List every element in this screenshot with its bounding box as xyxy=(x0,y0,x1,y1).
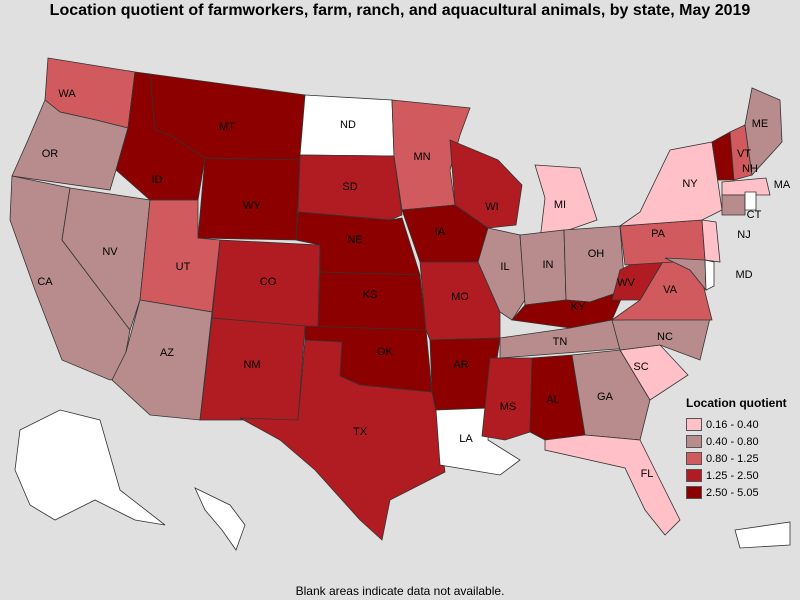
legend: Location quotient 0.16 - 0.40 0.40 - 0.80… xyxy=(686,396,796,501)
state-label-mt: MT xyxy=(219,121,235,133)
state-ri xyxy=(744,191,757,211)
state-label-ks: KS xyxy=(363,289,378,301)
state-label-sc: SC xyxy=(633,361,648,373)
legend-item: 0.16 - 0.40 xyxy=(686,416,796,433)
state-label-in: IN xyxy=(543,259,554,271)
state-ks xyxy=(317,271,427,331)
state-label-az: AZ xyxy=(160,347,174,359)
state-pr xyxy=(734,521,791,549)
state-label-nm: NM xyxy=(243,359,260,371)
state-label-sd: SD xyxy=(342,181,357,193)
state-label-oh: OH xyxy=(588,248,605,260)
state-label-id: ID xyxy=(152,174,163,186)
legend-label: 0.16 - 0.40 xyxy=(706,418,759,431)
state-label-tn: TN xyxy=(553,336,568,348)
state-ms xyxy=(481,357,533,441)
legend-label: 2.50 - 5.05 xyxy=(706,486,759,499)
state-label-ia: IA xyxy=(435,226,446,238)
state-label-mo: MO xyxy=(451,291,469,303)
state-label-ky: KY xyxy=(571,301,586,313)
state-label-ok: OK xyxy=(377,346,394,358)
state-fl xyxy=(544,434,681,536)
state-label-il: IL xyxy=(500,261,509,273)
state-label-vt: VT xyxy=(737,148,751,160)
state-label-wv: WV xyxy=(617,277,635,289)
state-pa xyxy=(619,219,706,266)
state-tx xyxy=(239,339,446,541)
legend-swatch xyxy=(686,486,702,499)
state-label-wa: WA xyxy=(58,88,76,100)
state-label-ga: GA xyxy=(597,391,614,403)
state-label-nv: NV xyxy=(102,246,118,258)
state-ny xyxy=(618,141,723,227)
legend-swatch xyxy=(686,435,702,448)
state-label-co: CO xyxy=(260,276,277,288)
legend-label: 0.40 - 0.80 xyxy=(706,435,759,448)
state-label-tx: TX xyxy=(353,426,368,438)
state-ma xyxy=(721,177,771,196)
legend-title: Location quotient xyxy=(686,396,787,410)
legend-item: 0.40 - 0.80 xyxy=(686,433,796,450)
state-label-pa: PA xyxy=(651,228,666,240)
state-label-ct: CT xyxy=(747,209,762,221)
state-label-md: MD xyxy=(735,269,752,281)
legend-label: 1.25 - 2.50 xyxy=(706,469,759,482)
legend-item: 0.80 - 1.25 xyxy=(686,450,796,467)
state-ga xyxy=(571,349,651,441)
state-label-mn: MN xyxy=(413,151,430,163)
state-de xyxy=(704,259,715,291)
state-wi xyxy=(449,139,523,229)
state-nv xyxy=(61,187,151,331)
legend-swatch xyxy=(686,469,702,482)
legend-item: 1.25 - 2.50 xyxy=(686,467,796,484)
state-mn xyxy=(391,99,471,211)
state-label-wy: WY xyxy=(243,200,261,212)
state-wy xyxy=(197,157,301,241)
state-label-nd: ND xyxy=(340,119,356,131)
state-me xyxy=(744,87,783,176)
legend-swatch xyxy=(686,452,702,465)
state-label-ut: UT xyxy=(176,261,191,273)
state-label-nj: NJ xyxy=(737,229,750,241)
state-label-mi: MI xyxy=(554,199,566,211)
state-hi xyxy=(194,487,246,551)
state-sd xyxy=(297,154,403,221)
state-label-ne: NE xyxy=(347,234,362,246)
state-label-me: ME xyxy=(752,118,769,130)
legend-label: 0.80 - 1.25 xyxy=(706,452,759,465)
legend-swatch xyxy=(686,418,702,431)
state-label-ms: MS xyxy=(500,401,517,413)
state-label-la: LA xyxy=(459,433,473,445)
state-ak xyxy=(14,409,166,526)
legend-item: 2.50 - 5.05 xyxy=(686,484,796,501)
footer-note: Blank areas indicate data not available. xyxy=(295,584,505,598)
state-label-nc: NC xyxy=(657,331,673,343)
map-title: Location quotient of farmworkers, farm, … xyxy=(49,2,751,19)
state-label-fl: FL xyxy=(641,468,654,480)
state-label-or: OR xyxy=(42,148,59,160)
state-label-wi: WI xyxy=(485,201,498,213)
state-label-ma: MA xyxy=(774,179,791,191)
state-label-al: AL xyxy=(546,394,559,406)
state-label-ca: CA xyxy=(37,276,53,288)
state-label-va: VA xyxy=(663,284,678,296)
state-label-ar: AR xyxy=(453,359,468,371)
state-az xyxy=(111,299,213,421)
state-nj xyxy=(701,219,721,263)
state-ct xyxy=(721,194,746,216)
state-label-ny: NY xyxy=(682,178,698,190)
state-label-nh: NH xyxy=(742,163,758,175)
